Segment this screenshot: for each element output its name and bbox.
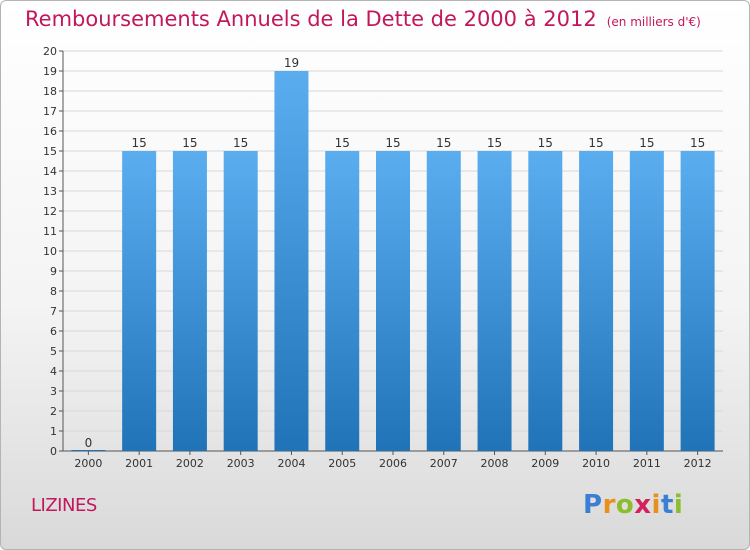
y-tick-label: 13 xyxy=(43,185,57,198)
bar xyxy=(477,151,512,451)
bar-value-label: 15 xyxy=(690,136,705,150)
bar xyxy=(426,151,461,451)
logo-letter: i xyxy=(651,490,661,520)
chart-unit-note: (en milliers d'€) xyxy=(606,15,701,29)
proxiti-logo[interactable]: Proxiti xyxy=(583,490,683,520)
bar xyxy=(122,151,157,451)
x-tick-labels: 2000 2001 2002 2003 2004 2005 2006 2007 2008 2009… xyxy=(74,451,712,470)
x-tick-label: 2008 xyxy=(481,457,509,470)
chart-title-block: Remboursements Annuels de la Dette de 20… xyxy=(25,7,701,31)
x-tick-label: 2001 xyxy=(125,457,153,470)
bar xyxy=(223,151,258,451)
bar xyxy=(172,151,207,451)
logo-letter: o xyxy=(615,490,635,520)
bar-value-label: 15 xyxy=(538,136,553,150)
y-tick-label: 2 xyxy=(50,405,57,418)
logo-letter: t xyxy=(660,490,674,520)
bar-value-label: 15 xyxy=(436,136,451,150)
chart-title: Remboursements Annuels de la Dette de 20… xyxy=(25,7,597,31)
y-tick-label: 0 xyxy=(50,445,57,458)
bar-value-label: 15 xyxy=(335,136,350,150)
bar xyxy=(680,151,715,451)
y-tick-label: 8 xyxy=(50,285,57,298)
bar xyxy=(629,151,664,451)
x-tick-label: 2002 xyxy=(176,457,204,470)
logo-letter: i xyxy=(673,490,684,520)
y-tick-label: 15 xyxy=(43,145,57,158)
y-tick-label: 16 xyxy=(43,125,57,138)
bar xyxy=(325,151,360,451)
bar-value-label: 0 xyxy=(85,436,93,450)
y-tick-label: 19 xyxy=(43,65,57,78)
bar xyxy=(528,151,563,451)
bar xyxy=(274,71,309,451)
y-tick-label: 9 xyxy=(50,265,57,278)
y-tick-label: 14 xyxy=(43,165,57,178)
y-tick-label: 3 xyxy=(50,385,57,398)
y-tick-label: 5 xyxy=(50,345,57,358)
logo-letter: x xyxy=(634,490,652,520)
bar-value-label: 19 xyxy=(284,56,299,70)
y-tick-label: 1 xyxy=(50,425,57,438)
bar-value-label: 15 xyxy=(132,136,147,150)
x-tick-label: 2010 xyxy=(582,457,610,470)
y-tick-label: 12 xyxy=(43,205,57,218)
y-tick-label: 4 xyxy=(50,365,57,378)
bar-value-label: 15 xyxy=(385,136,400,150)
y-tick-label: 18 xyxy=(43,85,57,98)
x-tick-label: 2012 xyxy=(684,457,712,470)
x-tick-label: 2000 xyxy=(74,457,102,470)
x-tick-label: 2005 xyxy=(328,457,356,470)
bar-value-label: 15 xyxy=(639,136,654,150)
y-tick-label: 6 xyxy=(50,325,57,338)
y-tick-label: 20 xyxy=(43,45,57,58)
bar-value-label: 15 xyxy=(182,136,197,150)
x-tick-label: 2006 xyxy=(379,457,407,470)
bar-value-label: 15 xyxy=(233,136,248,150)
x-tick-label: 2004 xyxy=(277,457,305,470)
y-tick-label: 11 xyxy=(43,225,57,238)
bar-value-label: 15 xyxy=(588,136,603,150)
y-tick-label: 17 xyxy=(43,105,57,118)
bar-value-label: 15 xyxy=(487,136,502,150)
logo-letter: r xyxy=(602,490,616,520)
bar xyxy=(376,151,410,451)
x-tick-label: 2011 xyxy=(633,457,661,470)
logo-letter: P xyxy=(583,490,603,520)
bar-value-labels: 0 15 15 15 19 15 15 15 15 15 15 15 15 xyxy=(85,56,706,450)
commune-name: LIZINES xyxy=(31,495,97,516)
bar xyxy=(579,151,614,451)
x-tick-label: 2003 xyxy=(227,457,255,470)
x-tick-label: 2009 xyxy=(531,457,559,470)
x-tick-label: 2007 xyxy=(430,457,458,470)
bars xyxy=(71,71,715,451)
y-tick-label: 10 xyxy=(43,245,57,258)
y-tick-label: 7 xyxy=(50,305,57,318)
